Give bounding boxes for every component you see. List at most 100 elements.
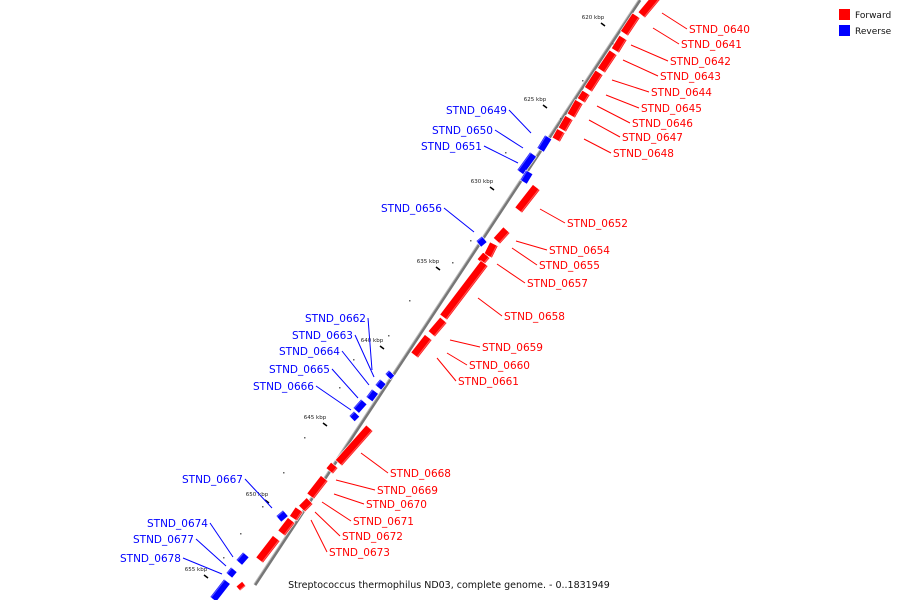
gene-forward-STND_0672[interactable]: [277, 517, 296, 537]
gene-label-forward[interactable]: STND_0659: [482, 342, 543, 354]
gene-forward-STND_0646[interactable]: [566, 99, 584, 119]
gene-label-forward[interactable]: STND_0670: [366, 499, 427, 511]
gene-reverse-STND_0677[interactable]: [225, 566, 238, 579]
tick-mark: [542, 104, 548, 109]
gene-forward-STND_0658[interactable]: [439, 260, 489, 321]
leader-line: [333, 493, 365, 505]
gene-label-reverse[interactable]: STND_0656: [381, 203, 442, 215]
minor-tick: [409, 300, 411, 302]
gene-reverse-STND_0665[interactable]: [352, 398, 368, 414]
gene-forward-STND_0652[interactable]: [514, 184, 541, 214]
gene-reverse-STND_0663[interactable]: [374, 378, 387, 391]
gene-label-reverse[interactable]: STND_0649: [446, 105, 507, 117]
gene-forward-STND_0644[interactable]: [584, 69, 604, 93]
tick-mark: [322, 422, 328, 427]
leader-line: [496, 263, 526, 284]
gene-forward-STND_0671[interactable]: [289, 506, 304, 522]
leader-line: [630, 44, 669, 62]
gene-label-reverse[interactable]: STND_0650: [432, 125, 493, 137]
gene-reverse-STND_0662[interactable]: [384, 369, 396, 381]
gene-label-reverse[interactable]: STND_0664: [279, 346, 340, 358]
gene-label-forward[interactable]: STND_0654: [549, 245, 610, 257]
gene-label-reverse[interactable]: STND_0662: [305, 313, 366, 325]
leader-line: [209, 522, 234, 558]
gene-label-forward[interactable]: STND_0648: [613, 148, 674, 160]
leader-line: [360, 452, 389, 474]
leader-line: [331, 368, 359, 399]
gene-label-reverse[interactable]: STND_0663: [292, 330, 353, 342]
leader-line: [652, 27, 680, 45]
leader-line: [335, 479, 376, 491]
gene-forward-STND_0642[interactable]: [610, 34, 628, 54]
gene-label-reverse[interactable]: STND_0674: [147, 518, 208, 530]
gene-forward-STND_0641[interactable]: [620, 12, 641, 37]
gene-reverse-STND_0656[interactable]: [475, 235, 488, 248]
gene-label-reverse[interactable]: STND_0677: [133, 534, 194, 546]
gene-label-reverse[interactable]: STND_0678: [120, 553, 181, 565]
leader-line: [596, 105, 631, 124]
gene-forward-STND_0659[interactable]: [427, 316, 448, 338]
gene-forward-STND_0640[interactable]: [637, 0, 661, 19]
gene-forward-fragment[interactable]: [235, 580, 247, 592]
gene-label-forward[interactable]: STND_0673: [329, 547, 390, 559]
leader-line: [449, 339, 481, 348]
gene-label-forward[interactable]: STND_0655: [539, 260, 600, 272]
gene-label-forward[interactable]: STND_0668: [390, 468, 451, 480]
gene-forward-STND_0661[interactable]: [334, 424, 374, 467]
gene-label-forward[interactable]: STND_0658: [504, 311, 565, 323]
leader-line: [661, 12, 688, 30]
gene-forward-STND_0654[interactable]: [492, 226, 511, 245]
minor-tick: [612, 43, 614, 45]
gene-label-forward[interactable]: STND_0669: [377, 485, 438, 497]
gene-label-forward[interactable]: STND_0645: [641, 103, 702, 115]
legend-label-forward: Forward: [855, 11, 891, 21]
legend-label-reverse: Reverse: [855, 27, 892, 37]
tick-mark: [489, 186, 495, 191]
gene-label-forward[interactable]: STND_0671: [353, 516, 414, 528]
gene-label-forward[interactable]: STND_0644: [651, 87, 712, 99]
gene-label-forward[interactable]: STND_0652: [567, 218, 628, 230]
gene-reverse-STND_0667[interactable]: [275, 509, 289, 523]
gene-forward-STND_0648[interactable]: [551, 128, 566, 143]
gene-reverse-STND_0651[interactable]: [519, 169, 534, 185]
gene-label-reverse[interactable]: STND_0667: [182, 474, 243, 486]
leader-line: [508, 109, 532, 134]
gene-forward-STND_0673[interactable]: [255, 535, 281, 564]
leader-line: [314, 511, 341, 537]
gene-label-forward[interactable]: STND_0647: [622, 132, 683, 144]
gene-label-forward[interactable]: STND_0646: [632, 118, 693, 130]
gene-label-forward[interactable]: STND_0657: [527, 278, 588, 290]
gene-reverse-STND_0664[interactable]: [365, 388, 379, 403]
gene-forward-STND_0669[interactable]: [306, 475, 329, 500]
leader-line: [622, 59, 659, 77]
gene-label-forward[interactable]: STND_0661: [458, 376, 519, 388]
gene-reverse-STND_0649[interactable]: [536, 134, 553, 153]
minor-tick: [223, 557, 225, 559]
genome-caption: Streptococcus thermophilus ND03, complet…: [288, 580, 610, 591]
leader-line: [367, 317, 373, 371]
gene-label-forward[interactable]: STND_0672: [342, 531, 403, 543]
gene-label-reverse[interactable]: STND_0665: [269, 364, 330, 376]
leader-line: [244, 478, 273, 509]
gene-label-reverse[interactable]: STND_0651: [421, 141, 482, 153]
gene-forward-STND_0670[interactable]: [298, 497, 314, 513]
gene-reverse-STND_0678[interactable]: [209, 578, 231, 600]
gene-label-forward[interactable]: STND_0660: [469, 360, 530, 372]
gene-forward-STND_0668[interactable]: [325, 461, 339, 475]
gene-forward-STND_0660[interactable]: [410, 334, 433, 359]
gene-forward-STND_0643[interactable]: [597, 49, 618, 74]
tick-mark: [203, 574, 209, 579]
gene-label-reverse[interactable]: STND_0666: [253, 381, 314, 393]
gene-label-forward[interactable]: STND_0640: [689, 24, 750, 36]
gene-label-forward[interactable]: STND_0642: [670, 56, 731, 68]
gene-reverse-STND_0674[interactable]: [235, 551, 250, 566]
leader-line: [477, 297, 503, 317]
tick-label: 655 kbp: [185, 567, 208, 573]
leader-line: [443, 207, 475, 233]
gene-forward-STND_0645[interactable]: [576, 89, 591, 104]
gene-reverse-STND_0666[interactable]: [348, 410, 361, 423]
gene-forward-STND_0647[interactable]: [557, 115, 574, 133]
tick-label: 650 kbp: [246, 492, 269, 498]
gene-label-forward[interactable]: STND_0641: [681, 39, 742, 51]
gene-label-forward[interactable]: STND_0643: [660, 71, 721, 83]
